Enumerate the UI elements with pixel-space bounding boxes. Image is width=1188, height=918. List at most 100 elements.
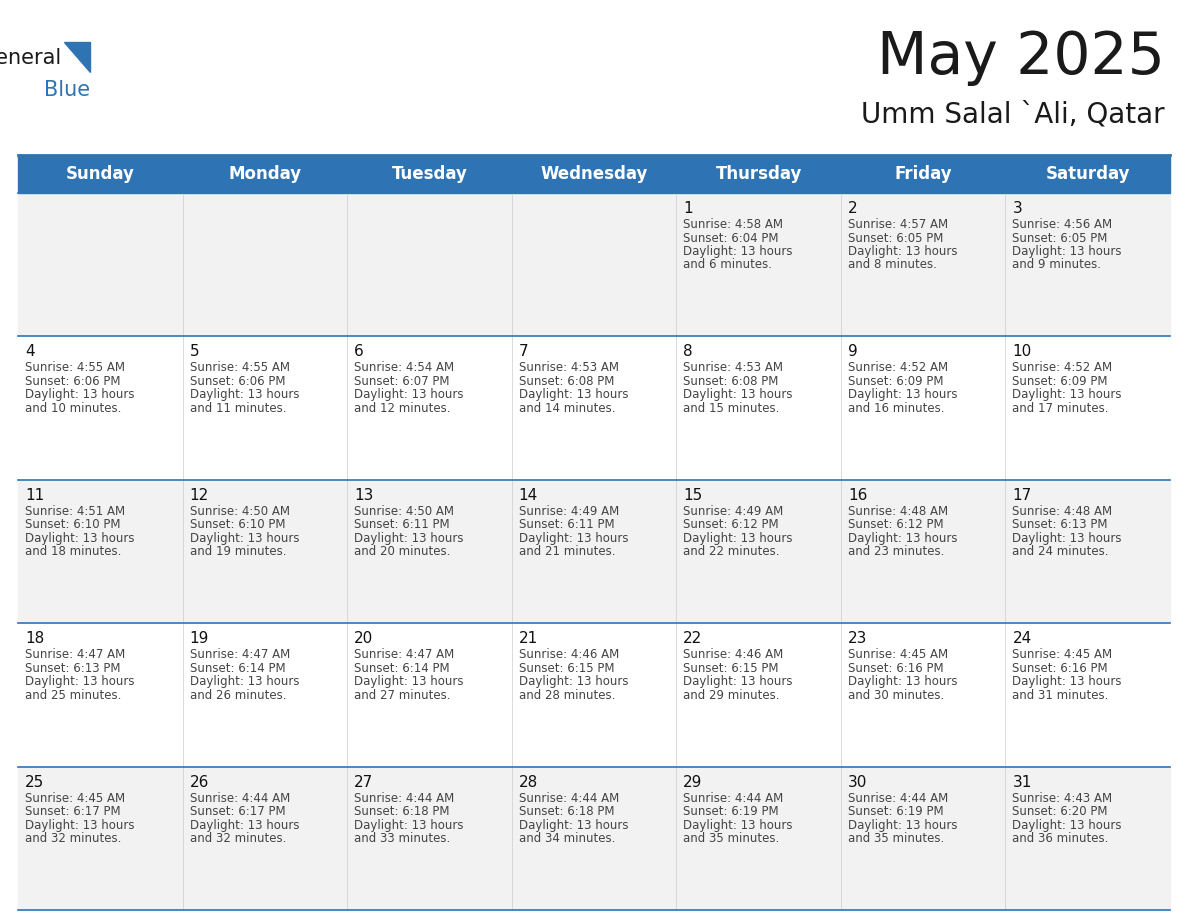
Text: and 12 minutes.: and 12 minutes. (354, 402, 450, 415)
Text: Daylight: 13 hours: Daylight: 13 hours (25, 532, 134, 544)
Text: Daylight: 13 hours: Daylight: 13 hours (519, 532, 628, 544)
Text: Daylight: 13 hours: Daylight: 13 hours (190, 676, 299, 688)
Text: Sunrise: 4:55 AM: Sunrise: 4:55 AM (25, 362, 125, 375)
Text: Sunset: 6:08 PM: Sunset: 6:08 PM (683, 375, 778, 388)
Text: and 25 minutes.: and 25 minutes. (25, 688, 121, 701)
Text: 22: 22 (683, 632, 702, 646)
Text: Sunset: 6:16 PM: Sunset: 6:16 PM (1012, 662, 1108, 675)
Text: Sunset: 6:17 PM: Sunset: 6:17 PM (190, 805, 285, 818)
Text: 28: 28 (519, 775, 538, 789)
Text: Sunrise: 4:44 AM: Sunrise: 4:44 AM (848, 791, 948, 804)
Text: Sunset: 6:06 PM: Sunset: 6:06 PM (25, 375, 120, 388)
Text: Daylight: 13 hours: Daylight: 13 hours (25, 819, 134, 832)
Text: and 27 minutes.: and 27 minutes. (354, 688, 450, 701)
Text: 6: 6 (354, 344, 364, 360)
Text: Sunset: 6:13 PM: Sunset: 6:13 PM (1012, 519, 1108, 532)
Text: Daylight: 13 hours: Daylight: 13 hours (354, 676, 463, 688)
Text: and 6 minutes.: and 6 minutes. (683, 259, 772, 272)
Text: 11: 11 (25, 487, 44, 503)
Text: and 36 minutes.: and 36 minutes. (1012, 832, 1108, 845)
Text: 23: 23 (848, 632, 867, 646)
Text: Sunrise: 4:52 AM: Sunrise: 4:52 AM (1012, 362, 1112, 375)
Text: Daylight: 13 hours: Daylight: 13 hours (848, 532, 958, 544)
Bar (18, 480, 1170, 623)
Text: Daylight: 13 hours: Daylight: 13 hours (354, 819, 463, 832)
Text: Daylight: 13 hours: Daylight: 13 hours (190, 388, 299, 401)
Text: Daylight: 13 hours: Daylight: 13 hours (25, 388, 134, 401)
Text: Daylight: 13 hours: Daylight: 13 hours (848, 245, 958, 258)
Text: Sunrise: 4:43 AM: Sunrise: 4:43 AM (1012, 791, 1112, 804)
Text: Sunset: 6:04 PM: Sunset: 6:04 PM (683, 231, 779, 244)
Text: 18: 18 (25, 632, 44, 646)
Text: Daylight: 13 hours: Daylight: 13 hours (190, 532, 299, 544)
Text: Sunrise: 4:44 AM: Sunrise: 4:44 AM (519, 791, 619, 804)
Text: Wednesday: Wednesday (541, 165, 647, 183)
Text: 10: 10 (1012, 344, 1031, 360)
Text: Sunrise: 4:44 AM: Sunrise: 4:44 AM (683, 791, 784, 804)
Text: Sunrise: 4:44 AM: Sunrise: 4:44 AM (354, 791, 454, 804)
Text: Daylight: 13 hours: Daylight: 13 hours (354, 532, 463, 544)
Text: and 14 minutes.: and 14 minutes. (519, 402, 615, 415)
Text: Sunrise: 4:50 AM: Sunrise: 4:50 AM (354, 505, 454, 518)
Text: Sunset: 6:10 PM: Sunset: 6:10 PM (25, 519, 120, 532)
Text: Daylight: 13 hours: Daylight: 13 hours (25, 676, 134, 688)
Text: 24: 24 (1012, 632, 1031, 646)
Text: and 23 minutes.: and 23 minutes. (848, 545, 944, 558)
Text: 12: 12 (190, 487, 209, 503)
Text: Daylight: 13 hours: Daylight: 13 hours (519, 676, 628, 688)
Text: Daylight: 13 hours: Daylight: 13 hours (190, 819, 299, 832)
Text: and 33 minutes.: and 33 minutes. (354, 832, 450, 845)
Text: Sunrise: 4:45 AM: Sunrise: 4:45 AM (1012, 648, 1112, 661)
Text: and 11 minutes.: and 11 minutes. (190, 402, 286, 415)
Text: and 32 minutes.: and 32 minutes. (190, 832, 286, 845)
Text: Sunset: 6:16 PM: Sunset: 6:16 PM (848, 662, 943, 675)
Text: Daylight: 13 hours: Daylight: 13 hours (683, 245, 792, 258)
Text: Sunrise: 4:57 AM: Sunrise: 4:57 AM (848, 218, 948, 231)
Text: Sunset: 6:17 PM: Sunset: 6:17 PM (25, 805, 121, 818)
Text: Sunset: 6:12 PM: Sunset: 6:12 PM (683, 519, 779, 532)
Text: Sunset: 6:05 PM: Sunset: 6:05 PM (1012, 231, 1107, 244)
Text: Sunrise: 4:55 AM: Sunrise: 4:55 AM (190, 362, 290, 375)
Bar (18, 155, 1170, 193)
Text: Sunset: 6:19 PM: Sunset: 6:19 PM (848, 805, 943, 818)
Text: and 9 minutes.: and 9 minutes. (1012, 259, 1101, 272)
Text: Daylight: 13 hours: Daylight: 13 hours (1012, 532, 1121, 544)
Text: Sunset: 6:19 PM: Sunset: 6:19 PM (683, 805, 779, 818)
Bar (18, 767, 1170, 910)
Text: 16: 16 (848, 487, 867, 503)
Text: Sunset: 6:20 PM: Sunset: 6:20 PM (1012, 805, 1108, 818)
Text: and 21 minutes.: and 21 minutes. (519, 545, 615, 558)
Text: Sunrise: 4:53 AM: Sunrise: 4:53 AM (683, 362, 783, 375)
Polygon shape (64, 42, 90, 72)
Text: and 15 minutes.: and 15 minutes. (683, 402, 779, 415)
Text: Sunset: 6:07 PM: Sunset: 6:07 PM (354, 375, 449, 388)
Text: Sunset: 6:06 PM: Sunset: 6:06 PM (190, 375, 285, 388)
Text: Daylight: 13 hours: Daylight: 13 hours (848, 388, 958, 401)
Text: Sunrise: 4:52 AM: Sunrise: 4:52 AM (848, 362, 948, 375)
Text: Sunrise: 4:47 AM: Sunrise: 4:47 AM (25, 648, 125, 661)
Text: 17: 17 (1012, 487, 1031, 503)
Text: Daylight: 13 hours: Daylight: 13 hours (683, 388, 792, 401)
Text: Daylight: 13 hours: Daylight: 13 hours (1012, 676, 1121, 688)
Text: and 31 minutes.: and 31 minutes. (1012, 688, 1108, 701)
Text: Sunset: 6:11 PM: Sunset: 6:11 PM (354, 519, 450, 532)
Text: 29: 29 (683, 775, 702, 789)
Text: and 24 minutes.: and 24 minutes. (1012, 545, 1108, 558)
Text: and 22 minutes.: and 22 minutes. (683, 545, 779, 558)
Text: 5: 5 (190, 344, 200, 360)
Text: and 17 minutes.: and 17 minutes. (1012, 402, 1108, 415)
Text: 14: 14 (519, 487, 538, 503)
Text: and 32 minutes.: and 32 minutes. (25, 832, 121, 845)
Text: 1: 1 (683, 201, 693, 216)
Text: 15: 15 (683, 487, 702, 503)
Text: Daylight: 13 hours: Daylight: 13 hours (683, 532, 792, 544)
Text: Sunrise: 4:53 AM: Sunrise: 4:53 AM (519, 362, 619, 375)
Text: and 10 minutes.: and 10 minutes. (25, 402, 121, 415)
Text: Sunday: Sunday (65, 165, 134, 183)
Text: Tuesday: Tuesday (392, 165, 467, 183)
Bar (18, 193, 1170, 336)
Text: 21: 21 (519, 632, 538, 646)
Text: Sunrise: 4:51 AM: Sunrise: 4:51 AM (25, 505, 125, 518)
Text: 8: 8 (683, 344, 693, 360)
Text: 27: 27 (354, 775, 373, 789)
